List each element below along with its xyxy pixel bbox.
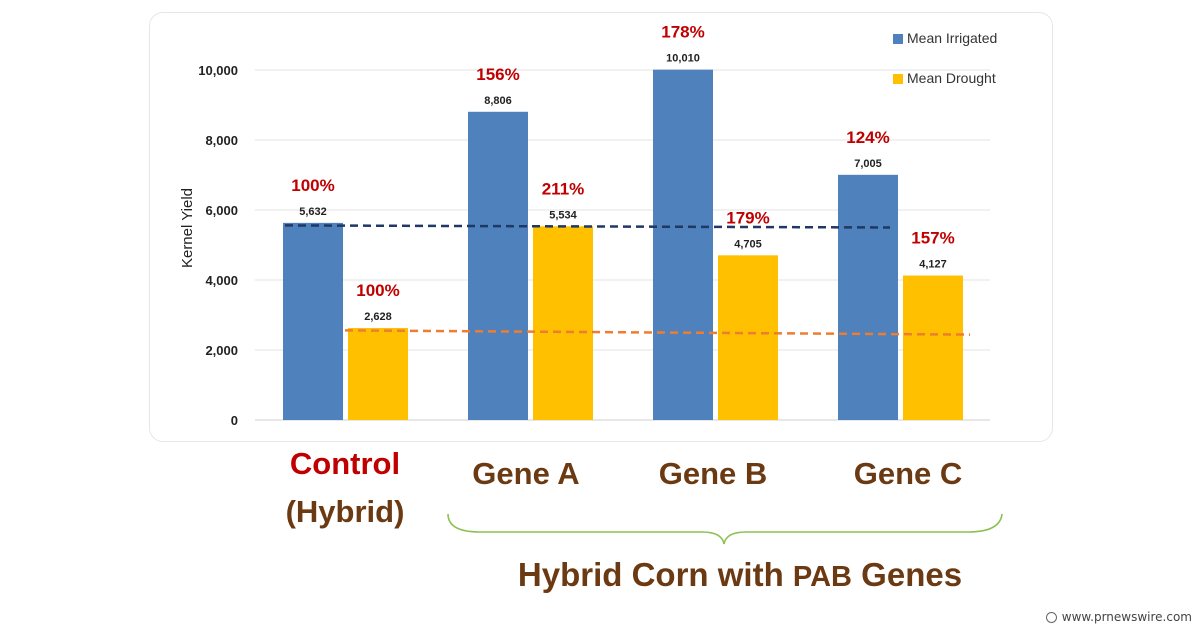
caption: Hybrid Corn with PAB Genes <box>440 556 1040 594</box>
bar <box>533 226 593 420</box>
credit-text: www.prnewswire.com <box>1061 610 1192 624</box>
percent-label: 211% <box>542 179 585 198</box>
caption-pab: PAB <box>792 561 852 593</box>
legend-label: Mean Drought <box>907 70 996 86</box>
legend-label: Mean Irrigated <box>907 30 997 46</box>
y-tick-label: 10,000 <box>198 63 238 78</box>
data-label: 10,010 <box>666 53 700 65</box>
y-tick-label: 6,000 <box>205 203 238 218</box>
bar <box>468 111 528 420</box>
percent-label: 100% <box>291 176 334 195</box>
y-tick-label: 8,000 <box>205 133 238 148</box>
y-axis-label: Kernel Yield <box>179 188 196 268</box>
bar <box>838 174 898 420</box>
data-label: 5,632 <box>299 206 327 218</box>
gene-a-label: Gene A <box>472 456 580 491</box>
reference-line <box>344 329 971 336</box>
bar <box>903 275 963 420</box>
data-label: 2,628 <box>364 311 392 323</box>
y-tick-label: 2,000 <box>205 343 238 358</box>
globe-icon <box>1045 611 1057 623</box>
credit-badge: www.prnewswire.com <box>1035 607 1200 628</box>
data-label: 4,127 <box>919 259 947 271</box>
data-label: 8,806 <box>484 95 512 107</box>
data-label: 7,005 <box>854 158 882 170</box>
bar <box>653 69 713 421</box>
percent-label: 156% <box>476 65 519 84</box>
legend-swatch <box>893 34 903 44</box>
gene-c-label: Gene C <box>853 456 963 491</box>
data-label: 5,534 <box>549 209 577 221</box>
reference-line <box>284 224 891 229</box>
percent-label: 179% <box>726 208 769 227</box>
caption-suffix: Genes <box>861 556 963 593</box>
bar <box>283 222 343 420</box>
control-sublabel: (Hybrid) <box>285 494 405 529</box>
percent-label: 124% <box>846 128 889 147</box>
percent-label: 100% <box>356 281 399 300</box>
y-tick-label: 0 <box>231 413 238 428</box>
control-label: Control <box>289 446 401 481</box>
percent-label: 157% <box>911 229 954 248</box>
legend-swatch <box>893 74 903 84</box>
bar <box>718 255 778 420</box>
data-label: 4,705 <box>734 238 762 250</box>
percent-label: 178% <box>661 23 704 42</box>
gene-b-label: Gene B <box>658 456 768 491</box>
bar <box>348 328 408 420</box>
caption-prefix: Hybrid Corn with <box>517 556 784 593</box>
curly-brace <box>447 513 1003 545</box>
y-tick-label: 4,000 <box>205 273 238 288</box>
